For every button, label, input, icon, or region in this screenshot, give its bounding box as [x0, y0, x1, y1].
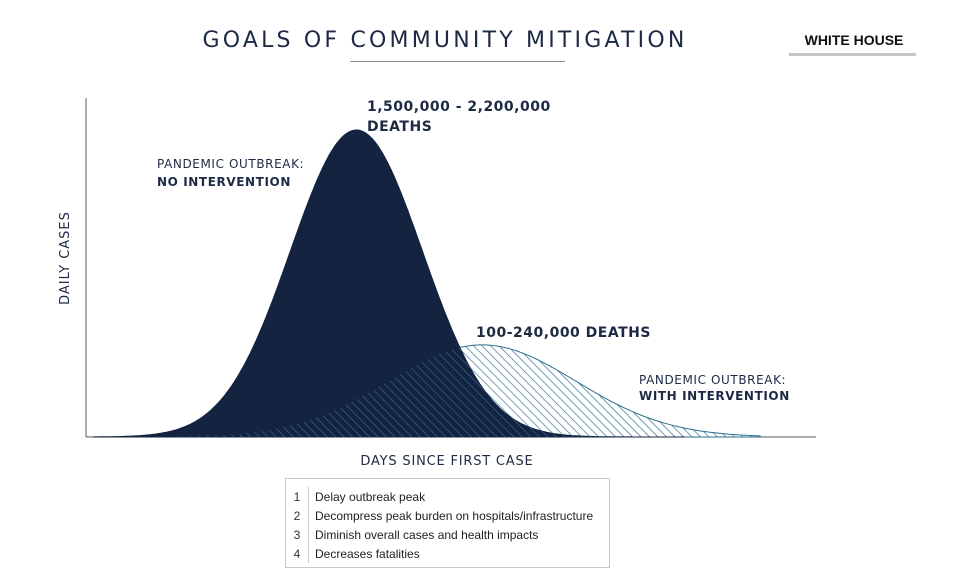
with-intervention-label-line2: WITH INTERVENTION: [639, 389, 790, 403]
legend-divider: [308, 525, 309, 544]
legend-divider: [308, 487, 309, 506]
legend-item: 2 Decompress peak burden on hospitals/in…: [286, 506, 609, 525]
legend-item-number: 3: [293, 527, 301, 542]
curve-overlap-hatch: [175, 347, 686, 437]
badge-underline: [789, 53, 916, 56]
legend-item-text: Decreases fatalities: [315, 546, 420, 561]
no-intervention-deaths-line1: 1,500,000 - 2,200,000: [367, 99, 551, 115]
no-intervention-deaths-line2: DEATHS: [367, 119, 432, 135]
no-intervention-label-line1: PANDEMIC OUTBREAK:: [157, 157, 304, 171]
with-intervention-label-line1: PANDEMIC OUTBREAK:: [639, 373, 786, 387]
with-intervention-deaths: 100-240,000 DEATHS: [476, 325, 651, 341]
title-underline: [350, 61, 565, 62]
legend-divider: [308, 544, 309, 563]
chart-title: GOALS OF COMMUNITY MITIGATION: [202, 28, 688, 53]
legend-item-text: Decompress peak burden on hospitals/infr…: [315, 508, 594, 523]
legend-item-number: 1: [293, 489, 301, 504]
legend-item-number: 2: [293, 508, 301, 523]
legend-item: 3 Diminish overall cases and health impa…: [286, 525, 609, 544]
legend-item: 4 Decreases fatalities: [286, 544, 609, 563]
x-axis-label: DAYS SINCE FIRST CASE: [360, 454, 533, 469]
white-house-badge: WHITE HOUSE: [804, 32, 904, 48]
legend-item-number: 4: [293, 546, 301, 561]
legend-item: 1 Delay outbreak peak: [286, 487, 609, 506]
legend-item-text: Diminish overall cases and health impact…: [315, 527, 539, 542]
legend-item-text: Delay outbreak peak: [315, 489, 426, 504]
y-axis-label: DAILY CASES: [58, 211, 73, 305]
no-intervention-label-line2: NO INTERVENTION: [157, 175, 291, 189]
legend-divider: [308, 506, 309, 525]
goals-legend: 1 Delay outbreak peak 2 Decompress peak …: [285, 478, 610, 568]
